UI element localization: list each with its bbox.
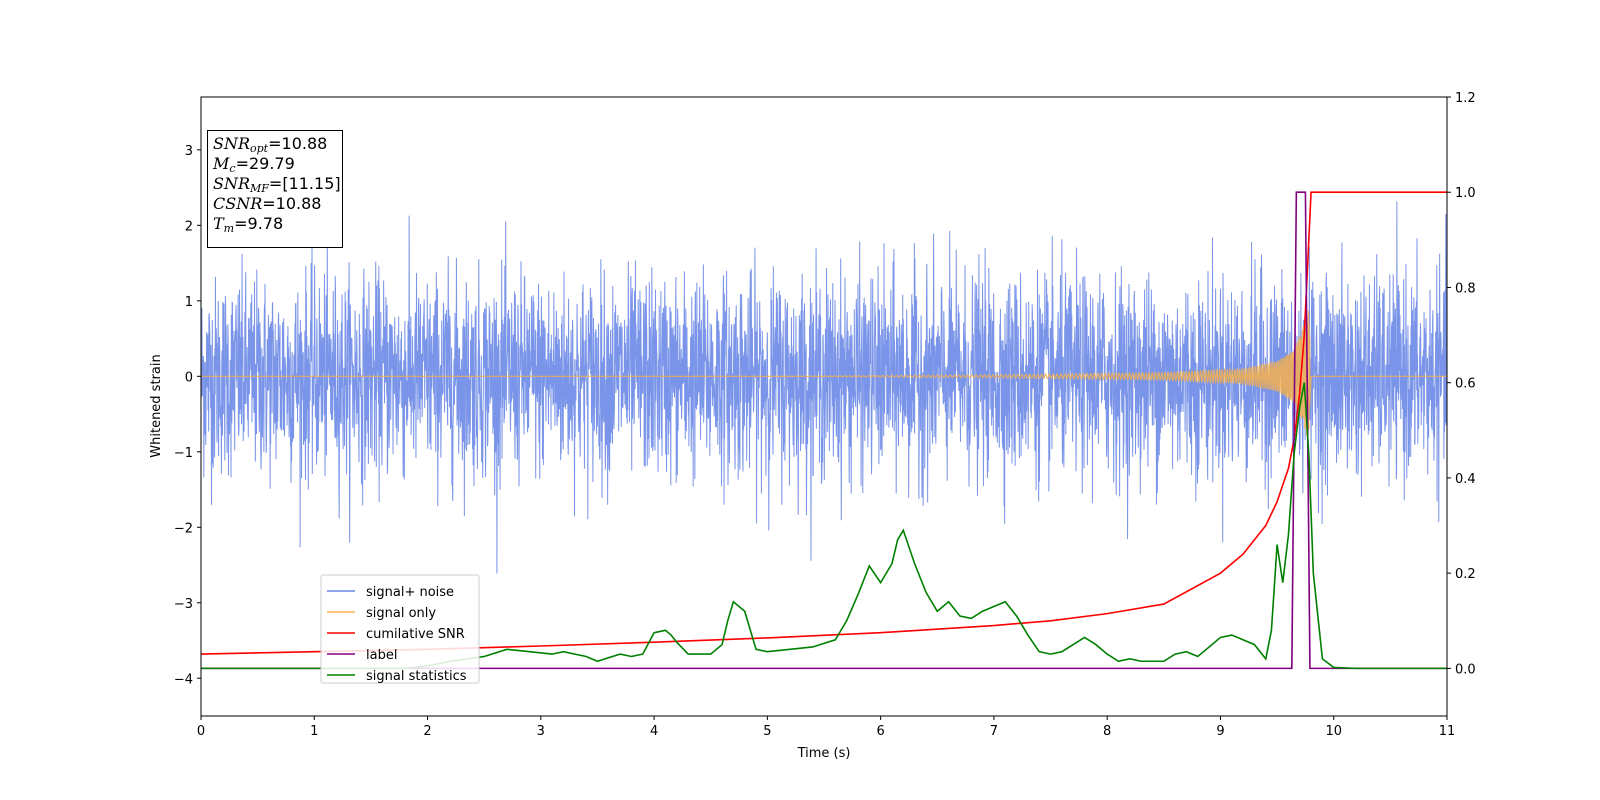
- plot-frame: [200, 96, 1448, 717]
- x-tick-label: 7: [990, 724, 998, 739]
- y-left-tick-label: 1: [185, 295, 193, 310]
- series-signal-noise: [201, 201, 1447, 574]
- legend-entry-label: signal+ noise: [366, 585, 454, 600]
- x-tick-label: 11: [1439, 724, 1456, 739]
- y-left-tick-label: −4: [174, 672, 193, 687]
- y-right-tick-label: 0.4: [1455, 472, 1476, 487]
- y-right-tick-label: 1.2: [1455, 91, 1476, 106]
- snr-opt-line: SNRopt=10.88: [213, 134, 328, 155]
- y-left-tick-label: −1: [174, 446, 193, 461]
- x-tick-label: 10: [1325, 724, 1342, 739]
- y-left-tick-label: −2: [174, 521, 193, 536]
- snr-mf-line: SNRMF=[11.15]: [213, 174, 341, 195]
- x-axis-label: Time (s): [797, 746, 851, 761]
- tm-line: Tm=9.78: [213, 214, 284, 235]
- info-box: SNRopt=10.88 Mc=29.79 SNRMF=[11.15] CSNR…: [207, 130, 343, 248]
- csnr-value: 10.88: [275, 194, 322, 213]
- x-tick-label: 4: [650, 724, 658, 739]
- x-tick-label: 2: [423, 724, 431, 739]
- x-tick-label: 9: [1216, 724, 1224, 739]
- x-tick-label: 5: [763, 724, 771, 739]
- series-signal-only: [201, 310, 1447, 437]
- tm-value: 9.78: [247, 214, 284, 233]
- snr-mf-value: [11.15]: [282, 174, 341, 193]
- x-tick-label: 8: [1103, 724, 1111, 739]
- series-layer: [201, 191, 1447, 670]
- series-label: [201, 191, 1447, 670]
- legend-entry-label: signal only: [366, 606, 436, 621]
- y-right-tick-label: 0.8: [1455, 281, 1476, 296]
- legend-frame: [320, 574, 480, 684]
- y-left-tick-label: 0: [185, 370, 193, 385]
- snr-opt-value: 10.88: [281, 134, 328, 153]
- x-tick-label: 3: [537, 724, 545, 739]
- y-left-tick-label: 2: [185, 219, 193, 234]
- ticks-layer: 0 1 2 3 4 5 6 7 8 9 10 113210−1−2−3−41.21.00.80.60.…: [174, 91, 1476, 739]
- series-signal-statistics: [201, 382, 1447, 670]
- csnr-line: CSNR=10.88: [213, 194, 322, 213]
- y-right-tick-label: 0.0: [1455, 662, 1476, 677]
- y-axis-label: Whitened strain: [149, 354, 164, 457]
- y-right-tick-label: 0.2: [1455, 567, 1476, 582]
- mc-value: 29.79: [248, 154, 295, 173]
- y-left-tick-label: −3: [174, 597, 193, 612]
- y-right-tick-label: 0.6: [1455, 377, 1476, 392]
- x-tick-label: 1: [310, 724, 318, 739]
- y-right-tick-label: 1.0: [1455, 186, 1476, 201]
- y-left-tick-label: 3: [185, 144, 193, 159]
- x-tick-label: 0: [197, 724, 205, 739]
- legend-entry-label: label: [366, 648, 397, 663]
- legend-entry-label: cumilative SNR: [366, 627, 465, 642]
- legend: signal+ noise signal only cumilative SNR la…: [320, 574, 480, 684]
- x-tick-label: 6: [876, 724, 884, 739]
- mc-line: Mc=29.79: [213, 154, 295, 175]
- legend-entry-label: signal statistics: [366, 669, 467, 684]
